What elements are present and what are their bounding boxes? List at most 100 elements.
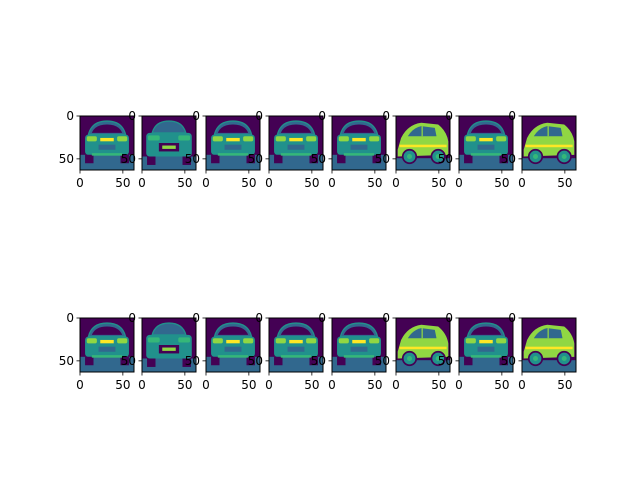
y-tick-label: 50 bbox=[311, 152, 326, 166]
x-tick-label: 50 bbox=[115, 378, 130, 392]
y-tick-label: 50 bbox=[121, 354, 136, 368]
y-tick-label: 0 bbox=[192, 311, 200, 325]
x-tick-label: 50 bbox=[304, 176, 319, 190]
axes-frame bbox=[141, 115, 197, 171]
x-tick-label: 0 bbox=[518, 176, 526, 190]
car-image-side bbox=[396, 116, 450, 170]
y-tick-label: 0 bbox=[508, 311, 516, 325]
y-tick-label: 0 bbox=[382, 311, 390, 325]
y-tick-label: 50 bbox=[311, 354, 326, 368]
axes-frame bbox=[141, 317, 197, 373]
x-tick-label: 50 bbox=[177, 176, 192, 190]
axes-frame bbox=[205, 317, 261, 373]
axes-frame bbox=[331, 115, 387, 171]
y-tick-label: 50 bbox=[438, 354, 453, 368]
y-tick-label: 0 bbox=[445, 109, 453, 123]
x-tick-label: 50 bbox=[431, 378, 446, 392]
x-tick-label: 50 bbox=[557, 176, 572, 190]
car-image-rear bbox=[80, 318, 134, 372]
x-tick-label: 50 bbox=[304, 378, 319, 392]
axes-frame bbox=[79, 115, 135, 171]
x-tick-label: 50 bbox=[557, 378, 572, 392]
y-tick-label: 50 bbox=[59, 152, 74, 166]
y-tick-label: 0 bbox=[128, 311, 136, 325]
y-tick-label: 50 bbox=[185, 152, 200, 166]
y-tick-label: 0 bbox=[66, 109, 74, 123]
x-tick-label: 0 bbox=[392, 176, 400, 190]
y-tick-label: 50 bbox=[438, 152, 453, 166]
x-tick-label: 0 bbox=[76, 378, 84, 392]
y-tick-label: 50 bbox=[501, 354, 516, 368]
car-image-rear bbox=[269, 318, 323, 372]
y-tick-label: 50 bbox=[375, 354, 390, 368]
x-tick-label: 50 bbox=[241, 176, 256, 190]
x-tick-label: 0 bbox=[76, 176, 84, 190]
x-tick-label: 0 bbox=[455, 378, 463, 392]
axes-frame bbox=[521, 317, 577, 373]
x-tick-label: 50 bbox=[367, 176, 382, 190]
x-tick-label: 50 bbox=[494, 176, 509, 190]
car-image-side bbox=[396, 318, 450, 372]
car-image-front bbox=[142, 318, 196, 372]
y-tick-label: 0 bbox=[318, 109, 326, 123]
x-tick-label: 0 bbox=[138, 176, 146, 190]
x-tick-label: 0 bbox=[392, 378, 400, 392]
car-image-rear bbox=[459, 116, 513, 170]
car-image-front bbox=[142, 116, 196, 170]
image-panel-r1-c2: 0 50 0 50 bbox=[185, 311, 261, 392]
y-tick-label: 50 bbox=[121, 152, 136, 166]
y-tick-label: 50 bbox=[248, 354, 263, 368]
y-tick-label: 50 bbox=[375, 152, 390, 166]
car-image-rear bbox=[459, 318, 513, 372]
y-tick-label: 0 bbox=[255, 311, 263, 325]
x-tick-label: 0 bbox=[202, 176, 210, 190]
axes-frame bbox=[521, 115, 577, 171]
car-image-rear bbox=[80, 116, 134, 170]
car-image-rear bbox=[206, 318, 260, 372]
y-tick-label: 50 bbox=[185, 354, 200, 368]
x-tick-label: 50 bbox=[177, 378, 192, 392]
axes-frame bbox=[458, 115, 514, 171]
y-tick-label: 0 bbox=[255, 109, 263, 123]
x-tick-label: 50 bbox=[115, 176, 130, 190]
y-tick-label: 0 bbox=[382, 109, 390, 123]
x-tick-label: 0 bbox=[328, 378, 336, 392]
axes-frame bbox=[331, 317, 387, 373]
car-image-rear bbox=[332, 116, 386, 170]
x-tick-label: 0 bbox=[518, 378, 526, 392]
y-tick-label: 50 bbox=[59, 354, 74, 368]
car-image-side bbox=[522, 318, 576, 372]
x-tick-label: 0 bbox=[328, 176, 336, 190]
car-image-rear bbox=[332, 318, 386, 372]
axes-frame bbox=[79, 317, 135, 373]
y-tick-label: 0 bbox=[445, 311, 453, 325]
axes-frame bbox=[395, 115, 451, 171]
x-tick-label: 0 bbox=[455, 176, 463, 190]
car-image-rear bbox=[269, 116, 323, 170]
y-tick-label: 50 bbox=[501, 152, 516, 166]
y-tick-label: 0 bbox=[192, 109, 200, 123]
axes-frame bbox=[458, 317, 514, 373]
x-tick-label: 50 bbox=[241, 378, 256, 392]
x-tick-label: 0 bbox=[265, 176, 273, 190]
y-tick-label: 0 bbox=[66, 311, 74, 325]
axes-frame bbox=[205, 115, 261, 171]
axes-frame bbox=[268, 317, 324, 373]
axes-frame bbox=[395, 317, 451, 373]
x-tick-label: 0 bbox=[265, 378, 273, 392]
y-tick-label: 50 bbox=[248, 152, 263, 166]
